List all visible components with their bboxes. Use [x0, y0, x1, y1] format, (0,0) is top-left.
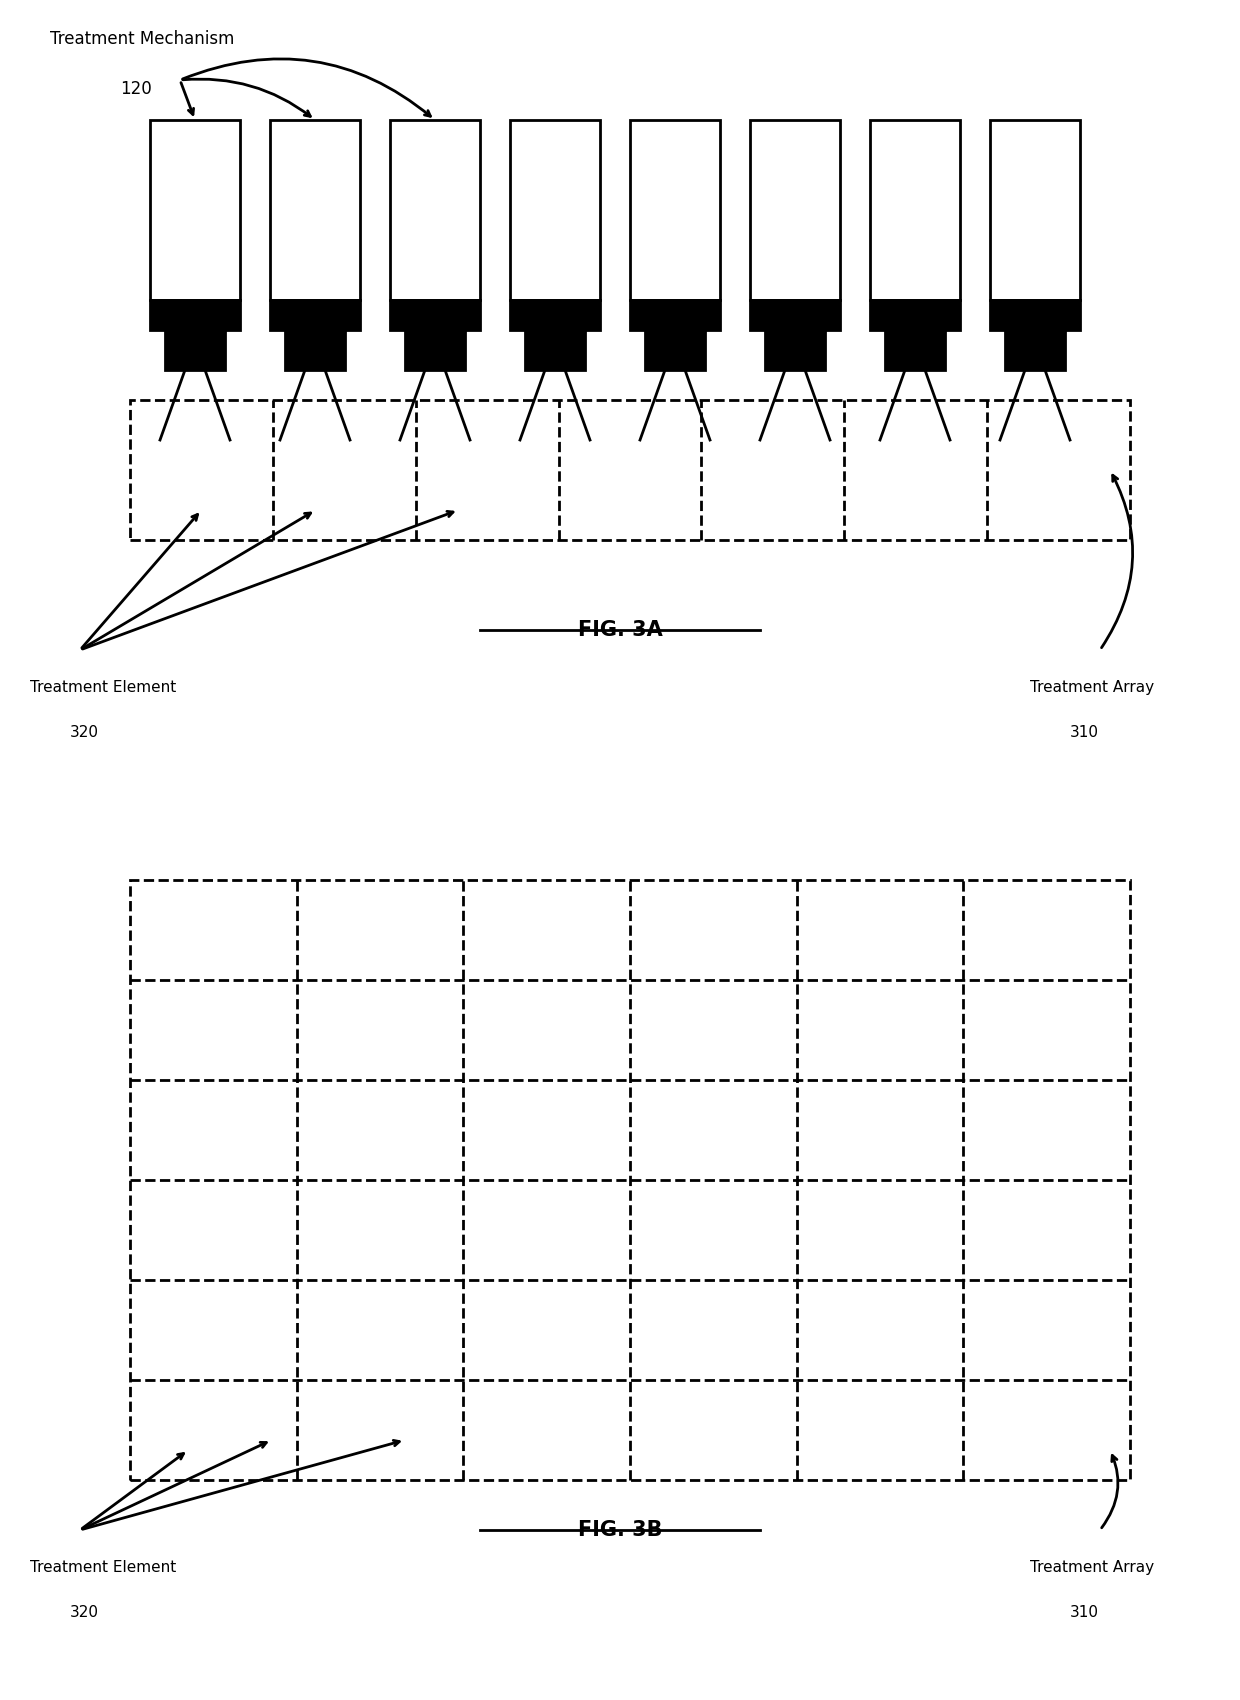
Text: 320: 320 — [69, 1605, 99, 1620]
Bar — [990, 299, 1080, 330]
Bar — [510, 121, 600, 299]
Text: 320: 320 — [69, 724, 99, 740]
Bar — [630, 299, 720, 330]
Bar — [391, 299, 480, 330]
Bar — [870, 299, 960, 330]
Text: 310: 310 — [1070, 1605, 1099, 1620]
Bar — [130, 400, 1130, 541]
Text: Treatment Array: Treatment Array — [1030, 680, 1154, 695]
Bar — [885, 330, 945, 371]
Bar — [150, 121, 241, 299]
Bar — [165, 330, 224, 371]
Bar — [270, 299, 360, 330]
Bar — [750, 299, 839, 330]
Bar — [750, 121, 839, 299]
Text: Treatment Element: Treatment Element — [30, 680, 176, 695]
Bar — [270, 121, 360, 299]
Text: Treatment Mechanism: Treatment Mechanism — [50, 31, 234, 48]
Bar — [510, 299, 600, 330]
Bar — [525, 330, 585, 371]
Text: Treatment Element: Treatment Element — [30, 1561, 176, 1574]
Text: 310: 310 — [1070, 724, 1099, 740]
Text: FIG. 3B: FIG. 3B — [578, 1520, 662, 1540]
Bar — [391, 121, 480, 299]
Bar — [630, 121, 720, 299]
Bar — [1004, 330, 1065, 371]
Bar — [765, 330, 825, 371]
Bar — [990, 121, 1080, 299]
Bar — [405, 330, 465, 371]
Text: 120: 120 — [120, 80, 151, 99]
Bar — [130, 881, 1130, 1481]
Text: FIG. 3A: FIG. 3A — [578, 620, 662, 639]
Bar — [870, 121, 960, 299]
Bar — [645, 330, 706, 371]
Bar — [285, 330, 345, 371]
Text: Treatment Array: Treatment Array — [1030, 1561, 1154, 1574]
Bar — [150, 299, 241, 330]
